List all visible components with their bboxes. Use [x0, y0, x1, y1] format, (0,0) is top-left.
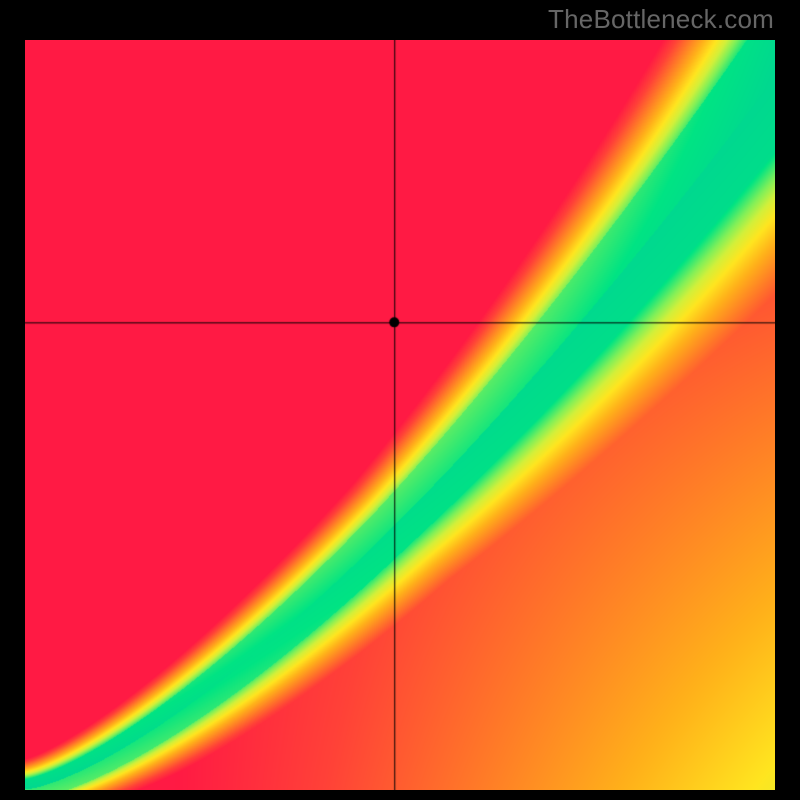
plot-area [25, 40, 775, 790]
watermark-label: TheBottleneck.com [548, 4, 774, 35]
frame: TheBottleneck.com [0, 0, 800, 800]
heatmap-canvas [25, 40, 775, 790]
